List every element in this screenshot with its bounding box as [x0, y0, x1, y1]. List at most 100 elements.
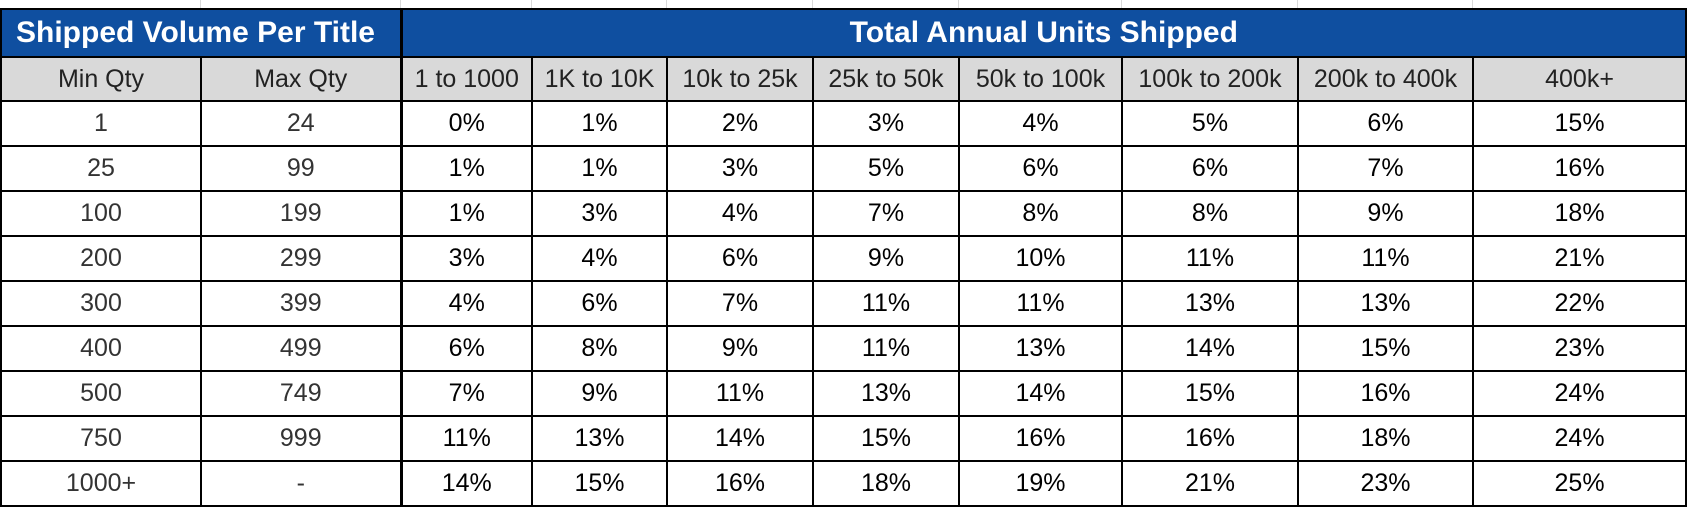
- percent-cell[interactable]: 9%: [1297, 190, 1474, 237]
- percent-cell[interactable]: 15%: [812, 415, 960, 462]
- percent-cell[interactable]: 4%: [531, 235, 668, 282]
- percent-cell[interactable]: 22%: [1471, 280, 1688, 327]
- percent-cell[interactable]: 23%: [1471, 325, 1688, 372]
- percent-cell[interactable]: 19%: [958, 460, 1123, 507]
- column-header[interactable]: Max Qty: [200, 56, 403, 102]
- percent-cell[interactable]: 6%: [1297, 100, 1474, 147]
- qty-cell[interactable]: 1000+: [0, 460, 202, 507]
- percent-cell[interactable]: 1%: [400, 190, 533, 237]
- qty-cell[interactable]: 299: [200, 235, 403, 282]
- percent-cell[interactable]: 8%: [1121, 190, 1299, 237]
- qty-cell[interactable]: 1: [0, 100, 202, 147]
- percent-cell[interactable]: 5%: [812, 145, 960, 192]
- column-header[interactable]: 1K to 10K: [531, 56, 668, 102]
- percent-cell[interactable]: 15%: [1297, 325, 1474, 372]
- percent-cell[interactable]: 21%: [1471, 235, 1688, 282]
- percent-cell[interactable]: 15%: [1471, 100, 1688, 147]
- percent-cell[interactable]: 0%: [400, 100, 533, 147]
- percent-cell[interactable]: 18%: [812, 460, 960, 507]
- percent-cell[interactable]: 6%: [400, 325, 533, 372]
- percent-cell[interactable]: 14%: [1121, 325, 1299, 372]
- percent-cell[interactable]: 15%: [1121, 370, 1299, 417]
- shipped-volume-header[interactable]: Shipped Volume Per Title: [0, 8, 403, 58]
- percent-cell[interactable]: 16%: [958, 415, 1123, 462]
- qty-cell[interactable]: 100: [0, 190, 202, 237]
- percent-cell[interactable]: 11%: [958, 280, 1123, 327]
- percent-cell[interactable]: 7%: [812, 190, 960, 237]
- percent-cell[interactable]: 8%: [531, 325, 668, 372]
- percent-cell[interactable]: 21%: [1121, 460, 1299, 507]
- percent-cell[interactable]: 11%: [1297, 235, 1474, 282]
- percent-cell[interactable]: 7%: [666, 280, 814, 327]
- qty-cell[interactable]: 199: [200, 190, 403, 237]
- percent-cell[interactable]: 6%: [1121, 145, 1299, 192]
- percent-cell[interactable]: 1%: [531, 100, 668, 147]
- percent-cell[interactable]: 16%: [1297, 370, 1474, 417]
- percent-cell[interactable]: 14%: [958, 370, 1123, 417]
- percent-cell[interactable]: 3%: [812, 100, 960, 147]
- column-header[interactable]: Min Qty: [0, 56, 202, 102]
- percent-cell[interactable]: 10%: [958, 235, 1123, 282]
- percent-cell[interactable]: 13%: [531, 415, 668, 462]
- qty-cell[interactable]: 499: [200, 325, 403, 372]
- percent-cell[interactable]: 3%: [531, 190, 668, 237]
- percent-cell[interactable]: 6%: [958, 145, 1123, 192]
- column-header[interactable]: 50k to 100k: [958, 56, 1123, 102]
- percent-cell[interactable]: 7%: [1297, 145, 1474, 192]
- qty-cell[interactable]: 24: [200, 100, 403, 147]
- percent-cell[interactable]: 2%: [666, 100, 814, 147]
- percent-cell[interactable]: 11%: [400, 415, 533, 462]
- percent-cell[interactable]: 24%: [1471, 370, 1688, 417]
- percent-cell[interactable]: 14%: [400, 460, 533, 507]
- qty-cell[interactable]: 300: [0, 280, 202, 327]
- percent-cell[interactable]: 13%: [812, 370, 960, 417]
- percent-cell[interactable]: 4%: [400, 280, 533, 327]
- percent-cell[interactable]: 6%: [666, 235, 814, 282]
- percent-cell[interactable]: 18%: [1297, 415, 1474, 462]
- percent-cell[interactable]: 13%: [1297, 280, 1474, 327]
- percent-cell[interactable]: 1%: [531, 145, 668, 192]
- qty-cell[interactable]: 750: [0, 415, 202, 462]
- percent-cell[interactable]: 3%: [400, 235, 533, 282]
- percent-cell[interactable]: 18%: [1471, 190, 1688, 237]
- qty-cell[interactable]: 25: [0, 145, 202, 192]
- percent-cell[interactable]: 16%: [1121, 415, 1299, 462]
- percent-cell[interactable]: 5%: [1121, 100, 1299, 147]
- qty-cell[interactable]: 400: [0, 325, 202, 372]
- percent-cell[interactable]: 11%: [812, 325, 960, 372]
- qty-cell[interactable]: 749: [200, 370, 403, 417]
- qty-cell[interactable]: 999: [200, 415, 403, 462]
- percent-cell[interactable]: 23%: [1297, 460, 1474, 507]
- percent-cell[interactable]: 4%: [958, 100, 1123, 147]
- column-header[interactable]: 100k to 200k: [1121, 56, 1299, 102]
- column-header[interactable]: 400k+: [1471, 56, 1688, 102]
- percent-cell[interactable]: 9%: [812, 235, 960, 282]
- percent-cell[interactable]: 8%: [958, 190, 1123, 237]
- qty-cell[interactable]: 500: [0, 370, 202, 417]
- percent-cell[interactable]: 4%: [666, 190, 814, 237]
- percent-cell[interactable]: 9%: [531, 370, 668, 417]
- percent-cell[interactable]: 3%: [666, 145, 814, 192]
- percent-cell[interactable]: 25%: [1471, 460, 1688, 507]
- percent-cell[interactable]: 11%: [666, 370, 814, 417]
- percent-cell[interactable]: 15%: [531, 460, 668, 507]
- percent-cell[interactable]: 16%: [666, 460, 814, 507]
- percent-cell[interactable]: 11%: [1121, 235, 1299, 282]
- column-header[interactable]: 10k to 25k: [666, 56, 814, 102]
- percent-cell[interactable]: 11%: [812, 280, 960, 327]
- percent-cell[interactable]: 16%: [1471, 145, 1688, 192]
- total-annual-units-header[interactable]: Total Annual Units Shipped: [399, 8, 1688, 58]
- column-header[interactable]: 1 to 1000: [400, 56, 533, 102]
- percent-cell[interactable]: 1%: [400, 145, 533, 192]
- percent-cell[interactable]: 13%: [1121, 280, 1299, 327]
- percent-cell[interactable]: 14%: [666, 415, 814, 462]
- percent-cell[interactable]: 7%: [400, 370, 533, 417]
- percent-cell[interactable]: 13%: [958, 325, 1123, 372]
- qty-cell[interactable]: 399: [200, 280, 403, 327]
- percent-cell[interactable]: 6%: [531, 280, 668, 327]
- column-header[interactable]: 200k to 400k: [1297, 56, 1474, 102]
- percent-cell[interactable]: 9%: [666, 325, 814, 372]
- qty-cell[interactable]: 200: [0, 235, 202, 282]
- qty-cell[interactable]: -: [200, 460, 403, 507]
- column-header[interactable]: 25k to 50k: [812, 56, 960, 102]
